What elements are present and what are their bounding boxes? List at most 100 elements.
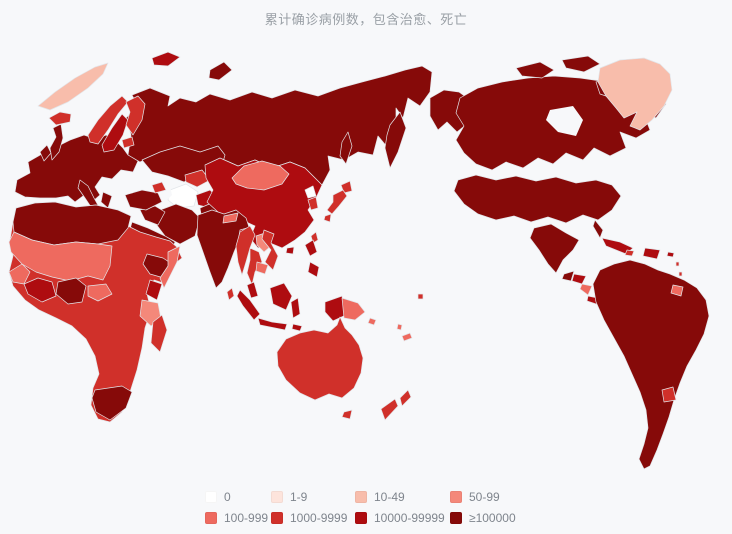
region-thailand[interactable] xyxy=(246,247,263,286)
region-lesser-antilles-1[interactable] xyxy=(675,261,680,267)
legend-item-1-9[interactable]: 1-9 xyxy=(271,490,355,504)
region-fiji[interactable] xyxy=(417,293,424,300)
region-central-african-rep[interactable] xyxy=(87,283,113,302)
legend-label-10-49: 10-49 xyxy=(374,489,405,504)
region-turkmenistan[interactable] xyxy=(167,183,199,209)
region-baltics[interactable] xyxy=(121,136,135,149)
region-china-hainan[interactable] xyxy=(285,246,295,255)
region-usa-florida[interactable] xyxy=(592,219,604,239)
region-mongolia[interactable] xyxy=(231,160,290,191)
region-indonesia-sulawesi[interactable] xyxy=(290,297,301,319)
legend-swatch-50-99 xyxy=(450,490,462,503)
region-indonesia-lesser-sunda[interactable] xyxy=(291,323,303,332)
region-uzbekistan[interactable] xyxy=(184,169,211,188)
legend-swatch-100-999 xyxy=(205,511,217,524)
region-new-zealand-south[interactable] xyxy=(380,398,399,421)
legend-label-1-9: 1-9 xyxy=(290,489,308,504)
region-canada-arctic-1[interactable] xyxy=(515,61,555,79)
region-kenya[interactable] xyxy=(145,279,163,301)
region-north-africa[interactable] xyxy=(12,201,132,246)
region-sweden[interactable] xyxy=(101,113,129,153)
region-south-america[interactable] xyxy=(592,259,710,470)
region-sri-lanka[interactable] xyxy=(226,287,235,301)
region-north-korea[interactable] xyxy=(304,185,317,199)
legend-item-50-99[interactable]: 50-99 xyxy=(450,490,530,504)
region-norway[interactable] xyxy=(87,95,129,145)
legend-label-10000-99999: 10000-99999 xyxy=(374,510,445,525)
region-nigeria[interactable] xyxy=(55,277,87,305)
region-iceland[interactable] xyxy=(48,111,72,126)
region-philippines-mindanao[interactable] xyxy=(307,261,320,278)
region-japan-kyushu[interactable] xyxy=(323,213,332,223)
legend-item-0[interactable]: 0 xyxy=(205,490,271,504)
region-uk[interactable] xyxy=(49,123,64,161)
region-south-africa[interactable] xyxy=(91,385,133,421)
region-hispaniola[interactable] xyxy=(642,247,661,260)
region-greenland[interactable] xyxy=(597,57,673,131)
region-svalbard[interactable] xyxy=(151,51,181,67)
region-ireland[interactable] xyxy=(39,144,52,162)
legend-row-1: 0 1-9 10-49 50-99 xyxy=(205,486,530,507)
black-sea xyxy=(108,185,133,196)
region-vanuatu[interactable] xyxy=(396,323,403,331)
region-somalia[interactable] xyxy=(159,245,181,289)
legend-label-gte-100000: ≥100000 xyxy=(469,510,516,525)
region-australia[interactable] xyxy=(276,316,364,401)
region-canada-arctic-2[interactable] xyxy=(561,55,601,73)
region-finland[interactable] xyxy=(125,95,146,136)
region-sahel[interactable] xyxy=(8,231,113,282)
region-cambodia[interactable] xyxy=(255,261,269,275)
region-russia-novaya-zemlya[interactable] xyxy=(208,61,233,81)
region-malaysia[interactable] xyxy=(246,281,259,299)
region-indonesia-borneo[interactable] xyxy=(269,282,293,311)
legend-item-gte-100000[interactable]: ≥100000 xyxy=(450,511,530,525)
region-greece[interactable] xyxy=(100,191,113,209)
region-indonesia-java[interactable] xyxy=(257,317,288,331)
region-india[interactable] xyxy=(196,209,251,289)
region-west-africa-coast[interactable] xyxy=(23,277,57,303)
region-honduras[interactable] xyxy=(571,273,587,285)
region-russia-sakhalin[interactable] xyxy=(339,131,353,165)
region-puerto-rico[interactable] xyxy=(666,251,675,258)
legend-label-1000-9999: 1000-9999 xyxy=(290,510,348,525)
region-usa[interactable] xyxy=(453,174,622,224)
region-russia-kamchatka[interactable] xyxy=(384,111,407,169)
region-greenland-west-tail[interactable] xyxy=(37,62,109,111)
region-south-korea[interactable] xyxy=(307,196,319,211)
region-turkey[interactable] xyxy=(124,189,163,211)
region-papua-new-guinea[interactable] xyxy=(341,297,366,321)
map-legend: 0 1-9 10-49 50-99 100-999 1000-9999 xyxy=(205,486,530,528)
region-jamaica[interactable] xyxy=(624,249,635,257)
region-lesser-antilles-2[interactable] xyxy=(678,271,683,277)
region-tasmania[interactable] xyxy=(341,409,353,420)
region-caucasus[interactable] xyxy=(151,181,167,194)
region-suriname[interactable] xyxy=(670,284,684,297)
legend-item-10000-99999[interactable]: 10000-99999 xyxy=(355,511,450,525)
legend-item-100-999[interactable]: 100-999 xyxy=(205,511,271,525)
region-philippines-luzon[interactable] xyxy=(304,239,318,257)
region-senegal-guinea[interactable] xyxy=(8,263,31,285)
region-iran[interactable] xyxy=(155,203,201,245)
legend-row-2: 100-999 1000-9999 10000-99999 ≥100000 xyxy=(205,507,530,528)
region-indonesia-sumatra[interactable] xyxy=(236,289,261,321)
legend-item-1000-9999[interactable]: 1000-9999 xyxy=(271,511,355,525)
region-myanmar[interactable] xyxy=(235,225,256,276)
region-mexico[interactable] xyxy=(529,223,580,274)
region-new-zealand-north[interactable] xyxy=(399,389,412,407)
map-title: 累计确诊病例数，包含治愈、死亡 xyxy=(264,12,468,27)
region-uruguay[interactable] xyxy=(661,386,677,403)
legend-item-10-49[interactable]: 10-49 xyxy=(355,490,450,504)
region-solomon-islands[interactable] xyxy=(367,317,377,326)
region-madagascar[interactable] xyxy=(150,314,168,353)
legend-swatch-0 xyxy=(205,490,217,503)
region-new-caledonia[interactable] xyxy=(401,332,413,342)
region-nepal[interactable] xyxy=(222,212,239,224)
region-guatemala[interactable] xyxy=(561,270,575,282)
region-japan-honshu[interactable] xyxy=(326,189,348,215)
region-nicaragua[interactable] xyxy=(579,283,593,296)
region-vietnam[interactable] xyxy=(261,229,279,271)
world-map[interactable] xyxy=(0,40,732,480)
legend-swatch-10-49 xyxy=(355,490,367,503)
legend-swatch-1000-9999 xyxy=(271,511,283,524)
